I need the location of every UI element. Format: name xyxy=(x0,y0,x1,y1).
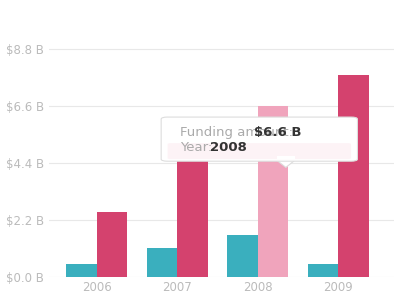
FancyBboxPatch shape xyxy=(161,117,358,161)
Bar xyxy=(308,264,338,277)
Text: Funding amount:: Funding amount: xyxy=(180,126,297,139)
Bar xyxy=(147,248,177,277)
Bar xyxy=(66,264,97,277)
Bar xyxy=(258,106,288,277)
Bar xyxy=(338,75,369,277)
Bar xyxy=(177,160,208,277)
FancyBboxPatch shape xyxy=(168,143,351,159)
Bar xyxy=(97,212,127,277)
Text: Year:: Year: xyxy=(180,141,216,154)
Bar xyxy=(227,235,258,277)
Text: $6.6 B: $6.6 B xyxy=(254,126,301,139)
Text: 2008: 2008 xyxy=(210,141,247,154)
Polygon shape xyxy=(277,156,295,159)
Polygon shape xyxy=(275,159,296,167)
